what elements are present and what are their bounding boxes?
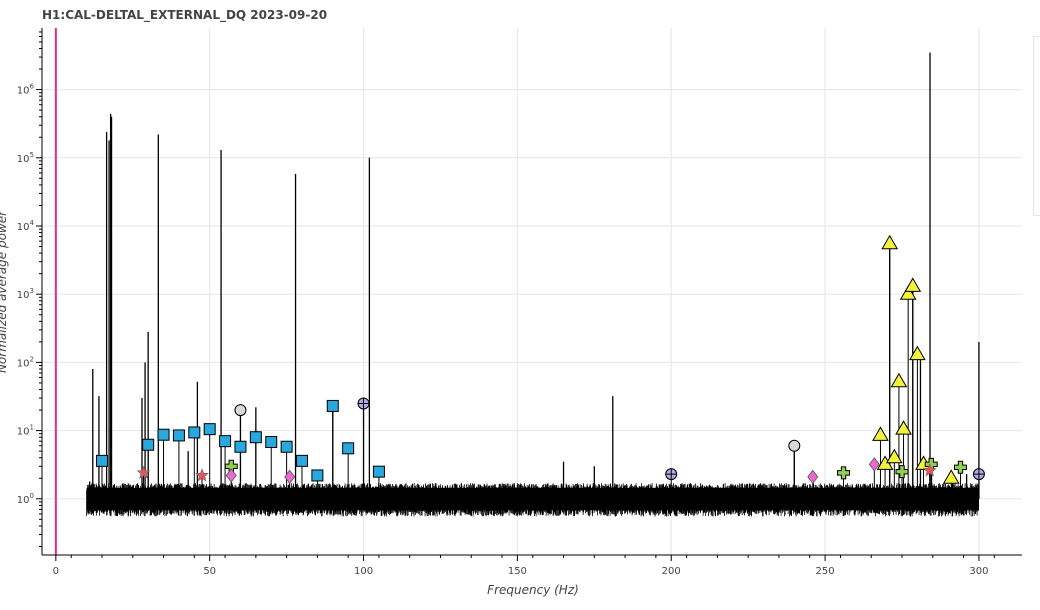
y-tick-label: 106 (17, 83, 35, 97)
x-tick-label: 50 (203, 566, 216, 577)
circle-marker (788, 439, 801, 452)
triangle-marker (881, 234, 899, 250)
star-marker (922, 463, 937, 477)
square-marker (142, 438, 155, 451)
triangle-marker (904, 277, 922, 292)
square-marker (326, 399, 339, 412)
triangle-marker (885, 448, 903, 464)
triangle-marker (890, 372, 908, 388)
plus-marker (837, 466, 851, 480)
markers (96, 234, 985, 484)
star-marker (195, 468, 209, 482)
square-marker (342, 442, 355, 455)
x-tick-label: 150 (508, 566, 527, 577)
x-axis-label: Frequency (Hz) (487, 583, 579, 597)
chart-title: H1:CAL-DELTAL_EXTERNAL_DQ 2023-09-20 (42, 8, 328, 22)
square-marker (296, 454, 308, 467)
triangle-marker (942, 469, 960, 484)
diamond-marker (225, 468, 237, 483)
plus-marker (953, 460, 967, 474)
x-tick-label: 250 (816, 566, 835, 577)
y-axis-label: Normalized average power (0, 210, 9, 373)
square-marker (311, 469, 324, 482)
y-tick-label: 103 (17, 287, 34, 301)
spectrum-lines (89, 52, 980, 499)
circle-cross-marker (357, 397, 370, 410)
circle-marker (234, 404, 247, 417)
square-marker (96, 454, 108, 467)
y-tick-label: 105 (17, 151, 34, 165)
legend-box (1033, 36, 1040, 216)
x-tick-label: 0 (53, 566, 59, 577)
diamond-marker (284, 469, 296, 484)
square-marker (157, 428, 170, 441)
square-marker (203, 423, 216, 436)
square-marker (265, 436, 278, 449)
square-marker (188, 426, 201, 439)
triangle-marker (899, 285, 917, 300)
triangle-marker (872, 426, 889, 441)
marker-stems (101, 243, 980, 499)
noise-floor (86, 483, 979, 517)
square-marker (280, 440, 293, 453)
plus-marker (895, 465, 909, 479)
star-marker (136, 465, 151, 479)
square-marker (172, 429, 185, 442)
y-tick-label: 100 (17, 492, 34, 506)
triangle-marker (895, 420, 912, 435)
circle-cross-marker (972, 468, 985, 481)
square-marker (234, 440, 247, 453)
x-tick-label: 100 (354, 566, 373, 577)
x-tick-label: 200 (662, 566, 681, 577)
grid (42, 28, 1022, 555)
y-tick-label: 101 (17, 424, 34, 438)
square-marker (219, 435, 232, 448)
x-tick-label: 300 (969, 566, 988, 577)
y-tick-label: 102 (17, 355, 34, 369)
square-marker (249, 431, 262, 444)
diamond-marker (868, 457, 880, 472)
diamond-marker (807, 469, 819, 484)
noise-floor-core (86, 487, 979, 511)
circle-cross-marker (665, 468, 678, 481)
triangle-marker (909, 345, 926, 361)
y-tick-label: 104 (17, 219, 35, 233)
square-marker (372, 465, 385, 478)
axes: 0 50 100 150 200 250 300 100 101 102 103 104 105 106 (17, 28, 1022, 577)
